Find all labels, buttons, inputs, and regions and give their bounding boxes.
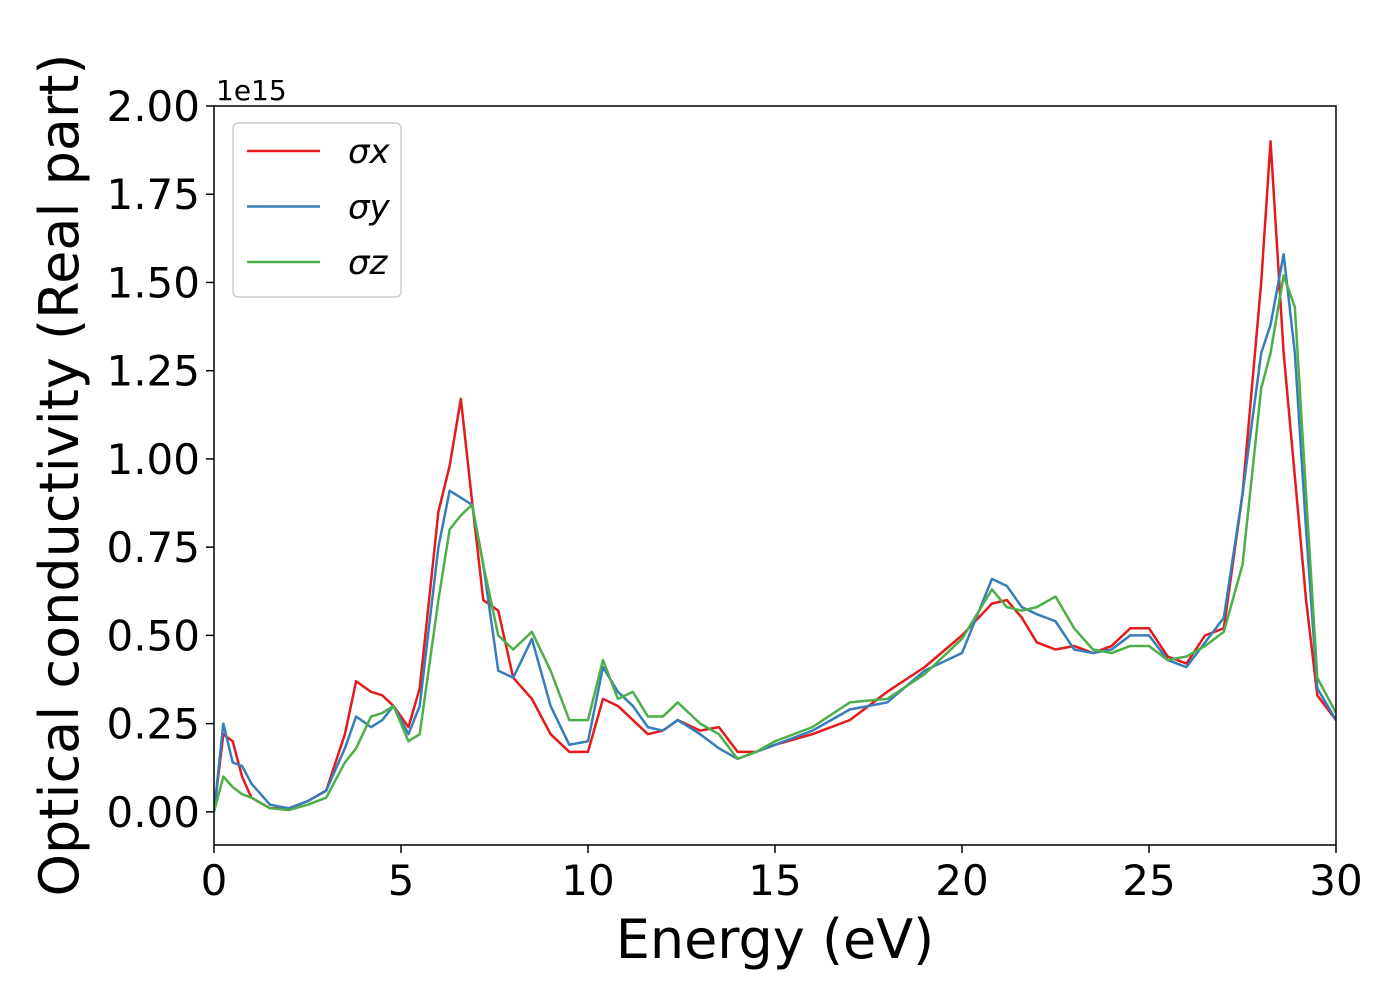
line-series (214, 274, 1336, 813)
y-tick-label: 1.25 (106, 347, 200, 396)
legend-label: σy (348, 188, 391, 228)
x-tick-label: 5 (388, 856, 415, 905)
x-axis-label: Energy (eV) (616, 908, 935, 971)
offset-text: 1e15 (216, 74, 287, 107)
line-series (214, 252, 1336, 812)
legend-label: σz (348, 243, 389, 283)
y-tick-label: 1.75 (106, 170, 200, 219)
x-tick-label: 30 (1309, 856, 1362, 905)
legend-label: σx (348, 132, 391, 172)
y-tick-label: 0.75 (106, 523, 200, 572)
y-tick-label: 1.00 (106, 435, 200, 484)
x-tick-label: 25 (1122, 856, 1175, 905)
x-tick-label: 20 (935, 856, 988, 905)
x-tick-label: 0 (201, 856, 228, 905)
y-tick-label: 2.00 (106, 82, 200, 131)
y-tick-label: 1.50 (106, 258, 200, 307)
y-tick-label: 0.00 (106, 788, 200, 837)
y-axis-label: Optical conductivity (Real part) (28, 54, 91, 897)
x-tick-label: 15 (748, 856, 801, 905)
x-tick-label: 10 (561, 856, 614, 905)
y-tick-label: 0.25 (106, 700, 200, 749)
plot-frame (213, 105, 1337, 846)
legend-box (232, 122, 402, 298)
y-tick-label: 0.50 (106, 611, 200, 660)
